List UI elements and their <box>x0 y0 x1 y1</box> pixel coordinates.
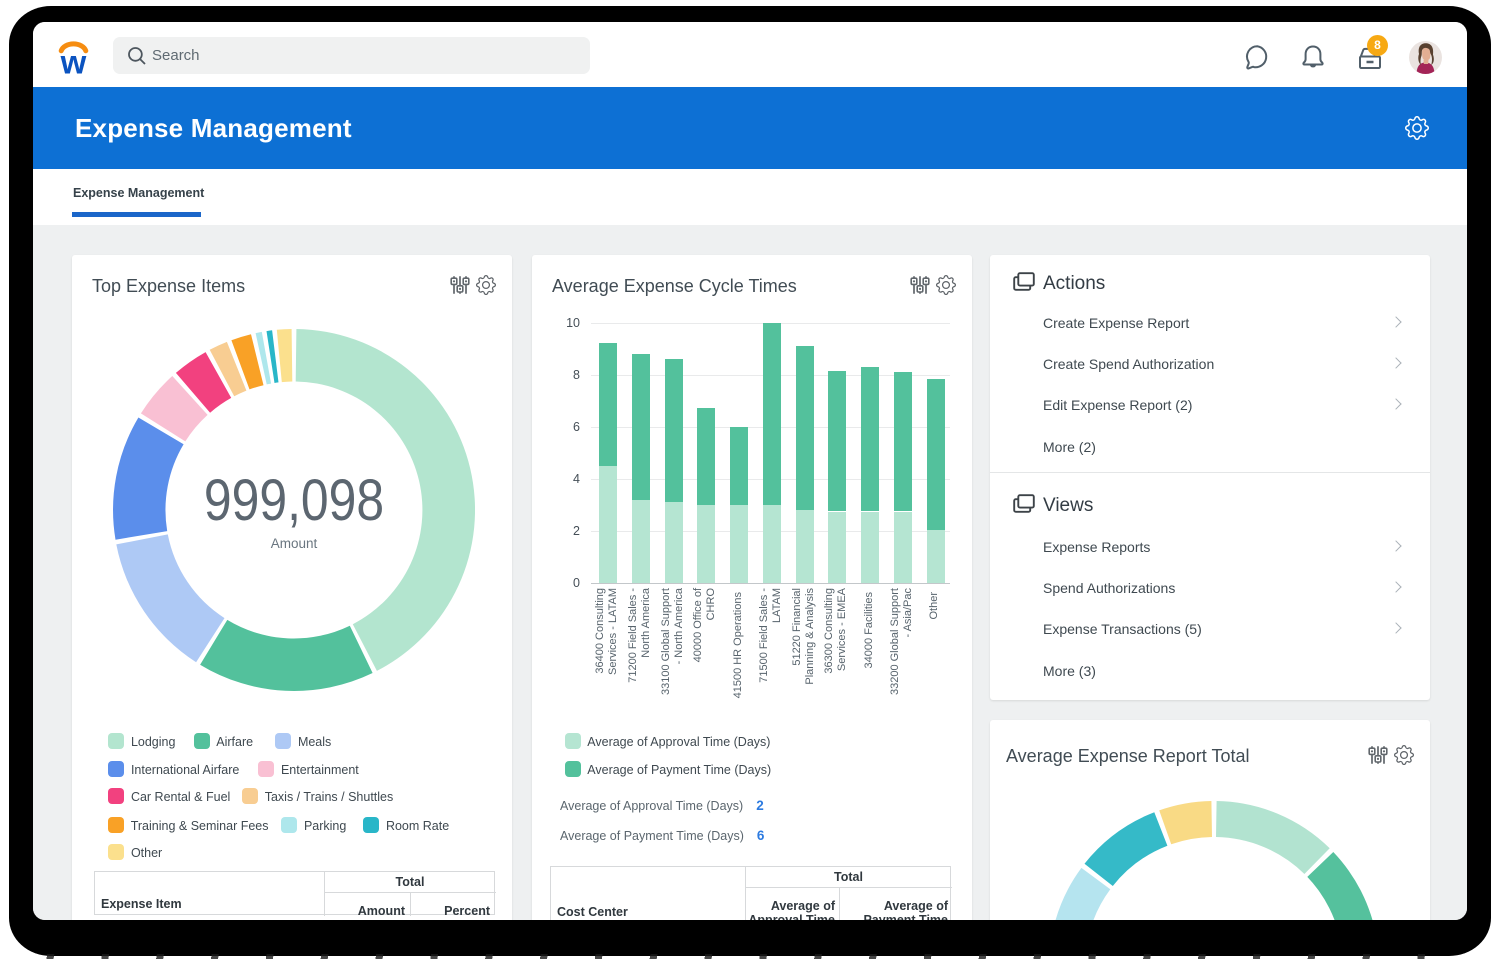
svg-text:w: w <box>60 44 87 80</box>
